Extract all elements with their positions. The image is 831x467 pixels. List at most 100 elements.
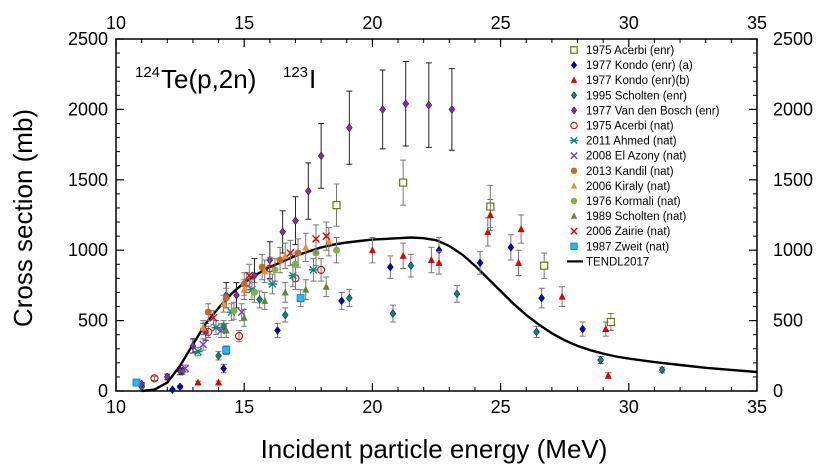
series-8 xyxy=(204,238,302,322)
legend-label: 1975 Acerbi (nat) xyxy=(586,121,674,133)
data-point xyxy=(274,326,281,335)
title-reaction: Te(p,2n) xyxy=(161,64,256,94)
data-point xyxy=(379,104,386,114)
x-tick-label-top: 35 xyxy=(747,13,767,33)
error-bar xyxy=(266,256,273,281)
data-point xyxy=(308,265,318,274)
data-point xyxy=(604,371,612,379)
legend-marker xyxy=(570,60,578,70)
data-point xyxy=(317,151,325,161)
plot-frame xyxy=(115,38,758,392)
x-tick-label-top: 15 xyxy=(234,13,254,33)
data-point xyxy=(517,225,525,233)
data-point xyxy=(579,324,586,334)
data-point xyxy=(222,294,230,302)
data-point xyxy=(279,227,286,237)
data-point xyxy=(533,327,540,337)
data-point xyxy=(245,271,254,280)
legend-label: 1987 Zweit (nat) xyxy=(586,241,669,253)
data-point xyxy=(281,310,289,320)
x-tick-label-bottom: 15 xyxy=(234,397,254,417)
legend-marker xyxy=(570,121,578,130)
data-point xyxy=(602,325,610,333)
data-point xyxy=(399,178,408,187)
x-axis-label: Incident particle energy (MeV) xyxy=(261,434,608,464)
data-point xyxy=(368,246,376,254)
data-point xyxy=(427,256,435,264)
data-point xyxy=(194,378,202,386)
data-point xyxy=(222,326,230,334)
data-point xyxy=(332,201,341,210)
y-tick-label-right: 500 xyxy=(773,311,803,331)
data-point xyxy=(597,355,604,365)
data-point xyxy=(311,234,320,243)
data-point xyxy=(222,346,231,355)
legend-label: 2008 El Azony (nat) xyxy=(586,151,687,163)
data-point xyxy=(291,260,299,268)
series-4 xyxy=(138,61,456,389)
data-point xyxy=(132,378,141,387)
data-point xyxy=(658,365,666,375)
data-point xyxy=(399,251,407,259)
title-mass-number-1: 124 xyxy=(135,64,160,81)
y-tick-label-right: 0 xyxy=(773,381,783,401)
data-point xyxy=(199,323,207,331)
data-point xyxy=(176,366,184,376)
data-point xyxy=(425,100,433,110)
series-12 xyxy=(209,221,331,326)
data-point xyxy=(286,249,295,258)
legend-marker xyxy=(570,227,578,235)
legend-label: 2013 Kandil (nat) xyxy=(586,166,674,178)
title-mass-number-2: 123 xyxy=(283,64,308,81)
x-tick-label-top: 10 xyxy=(106,13,126,33)
legend-label: 1977 Van den Bosch (enr) xyxy=(586,105,720,117)
data-point xyxy=(453,289,461,299)
data-point xyxy=(258,263,266,271)
data-point xyxy=(346,293,353,303)
series-5 xyxy=(150,256,326,383)
data-point xyxy=(220,299,228,307)
data-point xyxy=(261,267,269,275)
data-point xyxy=(292,216,299,226)
data-point xyxy=(169,385,176,395)
error-bar xyxy=(318,258,325,282)
data-point xyxy=(302,243,310,251)
legend-label: TENDL2017 xyxy=(586,256,649,268)
legend-marker xyxy=(570,167,578,174)
data-point xyxy=(302,285,310,293)
data-point xyxy=(215,351,222,361)
data-point xyxy=(476,258,484,268)
y-tick-label-left: 2500 xyxy=(68,29,108,49)
error-bar xyxy=(151,375,158,381)
data-point xyxy=(220,321,228,331)
data-point xyxy=(558,292,566,300)
series-6 xyxy=(193,258,318,357)
data-point xyxy=(507,242,515,252)
data-point xyxy=(325,237,333,245)
data-point xyxy=(281,251,289,259)
data-point xyxy=(209,313,218,322)
data-point xyxy=(250,288,258,296)
title-product: I xyxy=(309,64,316,94)
data-point xyxy=(346,123,353,133)
legend-marker xyxy=(570,91,578,100)
data-point xyxy=(240,285,248,293)
data-point xyxy=(389,309,397,318)
data-point xyxy=(435,258,443,266)
y-tick-label-left: 1500 xyxy=(68,170,108,190)
plot-area xyxy=(115,38,758,395)
series-1 xyxy=(169,234,586,395)
data-point xyxy=(538,293,545,303)
legend-marker xyxy=(569,136,579,145)
legend: 1975 Acerbi (enr) 1977 Kondo (enr) (a) 197… xyxy=(567,45,720,268)
data-point xyxy=(515,258,523,266)
data-point xyxy=(281,288,289,296)
y-tick-label-right: 1500 xyxy=(773,170,813,190)
data-point xyxy=(322,232,331,241)
data-point xyxy=(296,294,305,302)
legend-label: 1989 Scholten (nat) xyxy=(586,211,687,223)
data-point xyxy=(484,227,492,235)
data-point xyxy=(176,382,184,392)
y-tick-label-left: 1000 xyxy=(68,240,108,260)
